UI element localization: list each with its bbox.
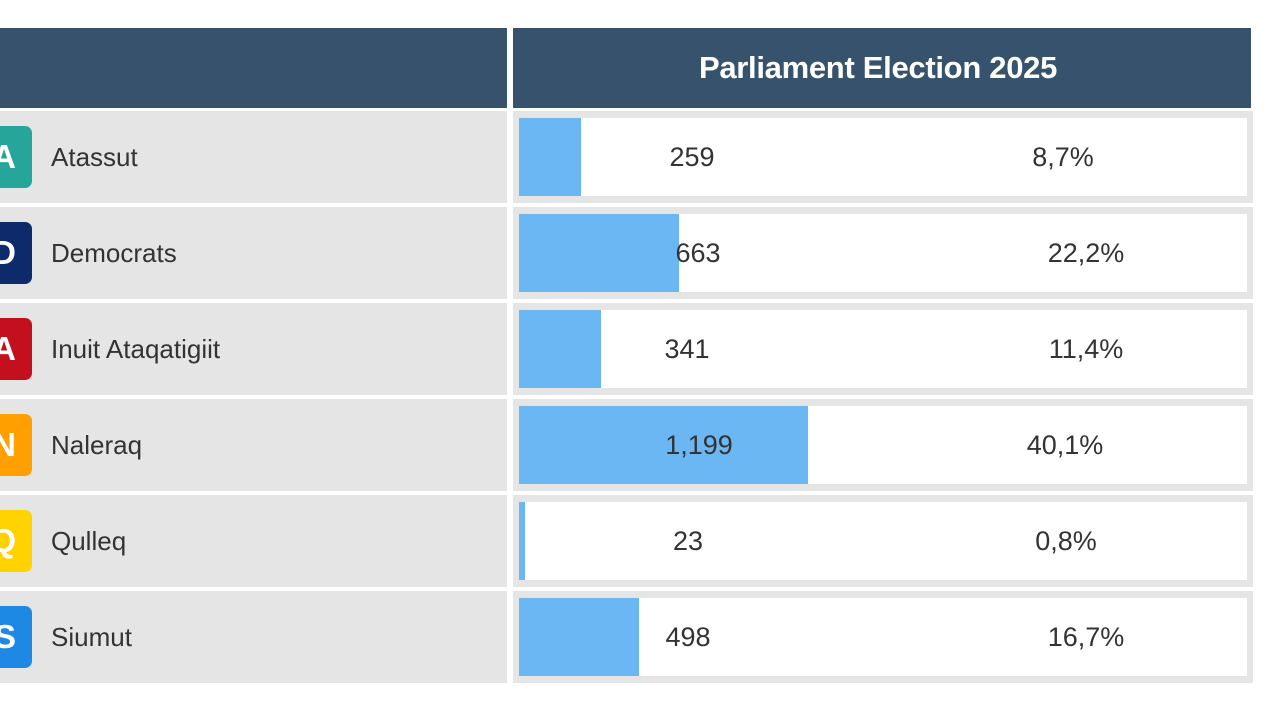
bar-track: 23 0,8% — [519, 502, 1247, 580]
bar-track: 663 22,2% — [519, 214, 1247, 292]
vote-bar — [519, 406, 808, 484]
table-row: D Democrats 663 22,2% — [0, 207, 1253, 299]
result-cell: 259 8,7% — [513, 111, 1253, 203]
results-column-header: Parliament Election 2025 — [513, 28, 1251, 108]
vote-count: 259 — [669, 142, 715, 172]
vote-bar — [519, 598, 639, 676]
party-name: Siumut — [51, 622, 132, 652]
table-row: N Naleraq 1,199 40,1% — [0, 399, 1253, 491]
bar-track: 259 8,7% — [519, 118, 1247, 196]
result-cell: 1,199 40,1% — [513, 399, 1253, 491]
vote-count: 341 — [664, 334, 710, 364]
vote-count: 23 — [672, 526, 704, 556]
party-name: Atassut — [51, 142, 138, 172]
table-row: A Atassut 259 8,7% — [0, 111, 1253, 203]
party-name: Democrats — [51, 238, 177, 268]
result-cell: 23 0,8% — [513, 495, 1253, 587]
party-cell: A Inuit Ataqatigiit — [0, 303, 507, 395]
vote-percent: 8,7% — [1032, 142, 1094, 172]
bar-track: 341 11,4% — [519, 310, 1247, 388]
party-column-header — [0, 28, 507, 108]
vote-bar — [519, 310, 601, 388]
table-row: S Siumut 498 16,7% — [0, 591, 1253, 683]
result-cell: 663 22,2% — [513, 207, 1253, 299]
party-name: Qulleq — [51, 526, 127, 556]
result-cell: 498 16,7% — [513, 591, 1253, 683]
party-name: Inuit Ataqatigiit — [51, 334, 221, 364]
party-cell: D Democrats — [0, 207, 507, 299]
vote-bar — [519, 502, 525, 580]
vote-bar — [519, 118, 581, 196]
vote-count: 1,199 — [665, 430, 733, 460]
party-cell: S Siumut — [0, 591, 507, 683]
party-cell: N Naleraq — [0, 399, 507, 491]
party-cell: Q Qulleq — [0, 495, 507, 587]
vote-percent: 40,1% — [1026, 430, 1104, 460]
chart-title: Parliament Election 2025 — [698, 50, 1058, 85]
party-cell: A Atassut — [0, 111, 507, 203]
vote-percent: 0,8% — [1035, 526, 1097, 556]
party-name: Naleraq — [51, 430, 143, 460]
table-row: A Inuit Ataqatigiit 341 11,4% — [0, 303, 1253, 395]
bar-track: 498 16,7% — [519, 598, 1247, 676]
party-badge: Q — [0, 510, 32, 572]
vote-percent: 11,4% — [1048, 334, 1124, 364]
party-badge: S — [0, 606, 32, 668]
table-row: Q Qulleq 23 0,8% — [0, 495, 1253, 587]
party-badge: D — [0, 222, 32, 284]
party-badge: A — [0, 126, 32, 188]
vote-percent: 22,2% — [1047, 238, 1125, 268]
party-badge: N — [0, 414, 32, 476]
vote-percent: 16,7% — [1047, 622, 1125, 652]
vote-count: 663 — [675, 238, 721, 268]
party-badge: A — [0, 318, 32, 380]
result-cell: 341 11,4% — [513, 303, 1253, 395]
bar-track: 1,199 40,1% — [519, 406, 1247, 484]
vote-bar — [519, 214, 679, 292]
vote-count: 498 — [665, 622, 711, 652]
